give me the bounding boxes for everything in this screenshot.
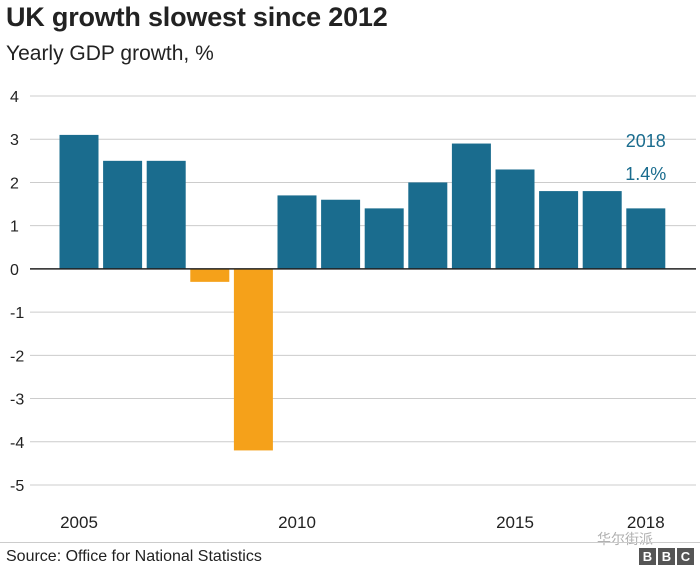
y-tick-label: -1 [10,305,24,322]
y-tick-label: -3 [10,392,24,409]
x-tick-label: 2010 [278,513,316,532]
bar-positive [408,182,448,269]
bar-negative [190,268,230,282]
y-tick-label: -5 [10,478,24,495]
x-tick-label: 2005 [60,513,98,532]
bbc-logo-letter: B [639,548,656,565]
x-tick-label: 2015 [496,513,534,532]
y-tick-label: 0 [10,262,19,279]
bar-negative [233,268,273,451]
chart-title: UK growth slowest since 2012 [6,2,388,32]
y-tick-label: -2 [10,348,24,365]
bar-positive [277,195,317,269]
bbc-logo: B B C [639,548,694,565]
y-tick-label: -4 [10,435,24,452]
x-tick-label: 2018 [627,513,665,532]
bar-positive [539,191,579,269]
bbc-logo-letter: C [677,548,694,565]
bar-positive [582,191,622,269]
y-tick-label: 4 [10,89,19,106]
annotation-year: 2018 [626,131,666,151]
footer-divider [0,542,700,543]
bar-positive [146,160,186,269]
watermark: 华尔街派 [597,531,653,547]
bbc-logo-letter: B [658,548,675,565]
source-note: Source: Office for National Statistics [6,548,262,565]
chart-subtitle: Yearly GDP growth, % [6,42,214,65]
bar-positive [495,169,535,269]
y-tick-label: 3 [10,132,19,149]
bar-positive [103,160,143,269]
bar-positive [321,199,361,269]
y-tick-label: 2 [10,175,19,192]
bar-positive [59,134,99,269]
bar-positive [626,208,666,269]
annotation-value: 1.4% [625,164,666,184]
bar-positive [451,143,491,269]
bar-positive [364,208,404,269]
y-tick-label: 1 [10,219,19,236]
